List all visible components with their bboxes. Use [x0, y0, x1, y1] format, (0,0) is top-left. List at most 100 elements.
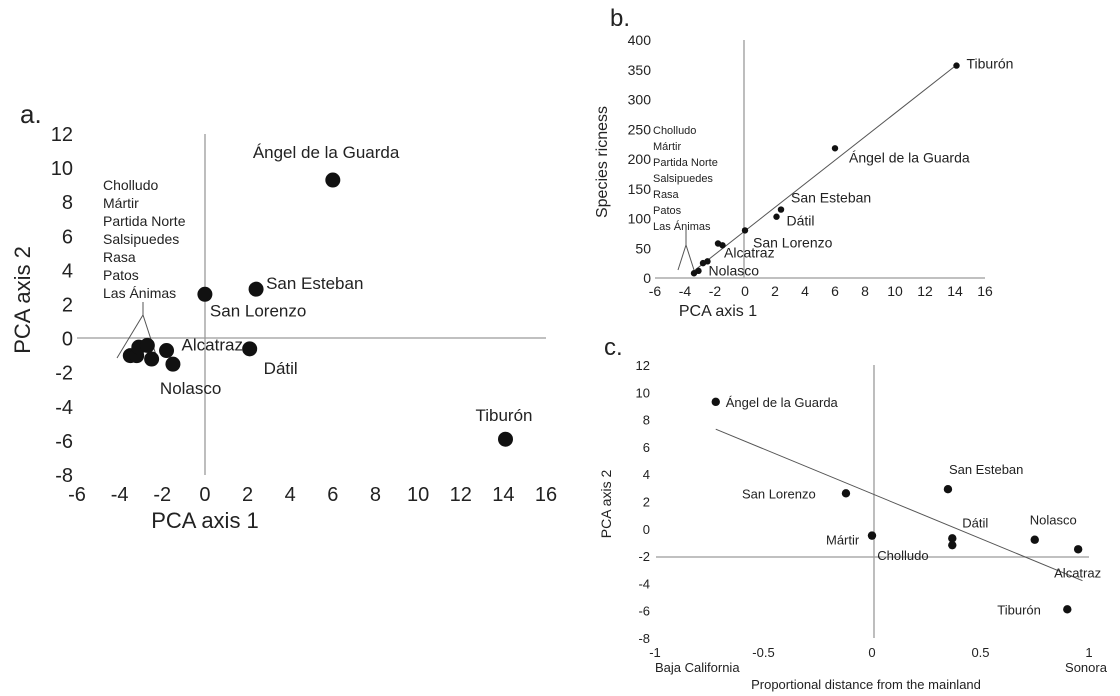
data-point: [159, 343, 175, 359]
y-tick-label: -4: [55, 397, 73, 419]
panel-a-label: a.: [20, 99, 42, 129]
panel-c-x-ticks: -1 -0.5 0 0.5 1: [649, 645, 1092, 660]
x-tick-label: 6: [327, 484, 338, 506]
x-tick-label: 16: [977, 283, 993, 299]
y-tick-label: 250: [628, 121, 652, 137]
point-label: Alcatraz: [1054, 565, 1101, 580]
point-label: Mártir: [826, 533, 860, 548]
x-tick-label: 0: [199, 484, 210, 506]
point-label: Ángel de la Guarda: [849, 149, 970, 165]
point-label: San Lorenzo: [210, 301, 306, 320]
y-tick-label: -8: [55, 465, 73, 487]
x-tick-label: 0: [868, 645, 875, 660]
panel-a-points: [122, 172, 513, 447]
y-tick-label: 4: [62, 260, 73, 282]
x-tick-label: 1: [1085, 645, 1092, 660]
panel-c-fit-line: [715, 428, 1083, 582]
panel-b-points: [690, 62, 960, 277]
x-tick-label: 0.5: [971, 645, 989, 660]
x-tick-label: -2: [153, 484, 171, 506]
x-tick-label: -2: [709, 283, 722, 299]
group-label: Rasa: [653, 189, 680, 201]
panel-a-y-axis-label: PCA axis 2: [10, 246, 35, 354]
point-label: Dátil: [787, 213, 815, 229]
y-tick-label: 150: [628, 181, 652, 197]
point-label: Alcatraz: [182, 336, 243, 355]
x-tick-label: 14: [947, 283, 963, 299]
data-point: [831, 145, 839, 152]
y-tick-label: 2: [643, 495, 650, 510]
data-point: [948, 540, 957, 550]
data-point: [242, 341, 258, 357]
point-label: San Lorenzo: [753, 234, 833, 250]
x-tick-label: 14: [492, 484, 514, 506]
panel-a-y-ticks: -8 -6 -4 -2 0 2 4 6 8 10 12: [51, 124, 73, 487]
y-tick-label: -2: [55, 363, 73, 385]
data-point: [943, 485, 953, 494]
y-tick-label: 0: [643, 522, 650, 537]
y-tick-label: 350: [628, 62, 652, 78]
data-point: [248, 281, 264, 297]
y-tick-label: 6: [643, 440, 650, 455]
y-tick-label: 300: [628, 92, 652, 108]
data-point: [1073, 545, 1083, 554]
point-label: Cholludo: [877, 548, 928, 563]
y-tick-label: 100: [628, 211, 652, 227]
y-tick-label: 4: [643, 467, 650, 482]
point-label: Dátil: [962, 515, 988, 530]
x-tick-label: -4: [679, 283, 692, 299]
point-label: Ángel de la Guarda: [726, 395, 839, 410]
x-tick-label: 4: [801, 283, 809, 299]
panel-a: a. -6 -4 -2 0 2 4 6 8 10 12 14 16 -8-6-4-2024681012…: [10, 99, 557, 533]
x-tick-label: -6: [68, 484, 86, 506]
y-tick-label: 400: [628, 32, 652, 48]
point-label: Tiburón: [997, 602, 1041, 617]
y-tick-label: -4: [638, 576, 650, 591]
panel-a-point-labels: Ángel de la Guarda San Esteban San Lorenzo…: [160, 143, 533, 425]
data-point: [741, 227, 749, 234]
group-label: Partida Norte: [103, 213, 186, 229]
x-tick-label: -0.5: [752, 645, 774, 660]
data-point: [777, 206, 785, 213]
group-label: Partida Norte: [653, 157, 718, 169]
point-label: Nolasco: [1030, 513, 1077, 528]
point-label: San Esteban: [266, 274, 363, 293]
point-label: Tiburón: [475, 406, 532, 425]
x-tick-label: -1: [649, 645, 661, 660]
group-label: Mártir: [653, 141, 681, 153]
x-tick-label: 6: [831, 283, 839, 299]
y-tick-label: -6: [638, 604, 650, 619]
data-point: [197, 286, 213, 302]
data-point: [1030, 535, 1039, 544]
y-tick-label: 12: [51, 124, 73, 146]
x-tick-label: 10: [887, 283, 903, 299]
y-tick-label: 50: [635, 240, 651, 256]
panel-c-end-label-left: Baja California: [655, 660, 740, 675]
panel-c-points: [711, 397, 1083, 614]
panel-b-y-axis-label: Species ricness: [594, 106, 611, 218]
data-point: [144, 351, 160, 367]
y-tick-label: 10: [636, 385, 650, 400]
x-tick-label: 0: [741, 283, 749, 299]
panel-c-x-axis-label: Proportional distance from the mainland: [751, 677, 981, 692]
panel-c: c. -1 -0.5 0 0.5 1 -8 -6 -4 -2 0 2 4 6 8 10 12 Baja Ca…: [598, 334, 1108, 692]
group-label: Patos: [103, 267, 139, 283]
data-point: [867, 531, 877, 540]
y-tick-label: 200: [628, 151, 652, 167]
group-label: Rasa: [103, 249, 136, 265]
panel-b-fit-line: [692, 64, 957, 273]
panel-b-point-labels: Tiburón Ángel de la Guarda San Esteban Dáti…: [709, 56, 1014, 279]
data-point: [711, 397, 720, 407]
data-point: [1063, 605, 1072, 614]
x-tick-label: 8: [370, 484, 381, 506]
x-tick-label: 4: [285, 484, 296, 506]
point-label: Tiburón: [967, 56, 1014, 72]
group-label: Salsipuedes: [103, 231, 179, 247]
panel-a-x-ticks: -6 -4 -2 0 2 4 6 8 10 12 14 16: [68, 484, 557, 506]
point-label: Dátil: [264, 359, 298, 378]
point-label: San Esteban: [949, 462, 1023, 477]
x-tick-label: 16: [535, 484, 557, 506]
group-label: Patos: [653, 205, 682, 217]
point-label: San Lorenzo: [742, 486, 816, 501]
